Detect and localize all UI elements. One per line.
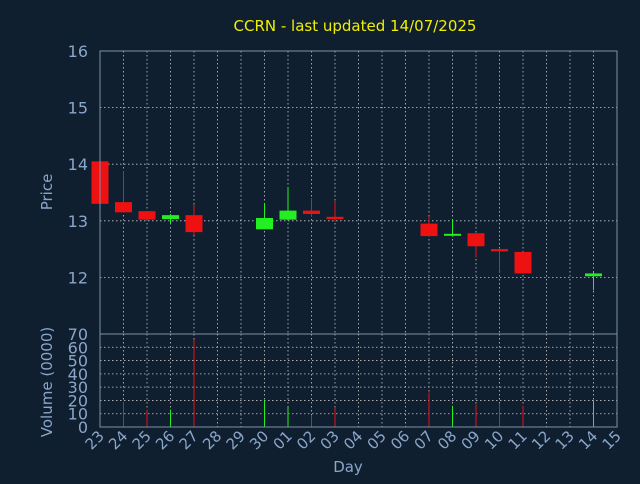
- candle-body: [420, 223, 438, 237]
- x-tick-label: 08: [434, 427, 460, 453]
- x-tick-label: 01: [270, 427, 296, 453]
- x-tick-label: 25: [129, 427, 155, 453]
- candle-body: [491, 249, 508, 252]
- volume-bars: [123, 339, 594, 427]
- volume-tick-label: 70: [68, 325, 88, 344]
- x-tick-label: 30: [246, 427, 272, 453]
- volume-tick-label: 60: [68, 338, 88, 357]
- volume-axis-label: Volume (0000): [38, 327, 56, 437]
- price-tick-labels: 12 13 14 15 16: [68, 42, 88, 287]
- x-tick-label: 27: [176, 427, 202, 453]
- price-tick-label: 13: [68, 212, 88, 231]
- price-grid: [100, 51, 617, 334]
- x-tick-label: 06: [387, 427, 413, 453]
- x-tick-label: 04: [340, 427, 366, 453]
- x-tick-label: 26: [152, 427, 178, 453]
- candle-body: [326, 216, 344, 220]
- price-tick-label: 15: [68, 99, 88, 118]
- volume-tick-label: 50: [68, 352, 88, 371]
- candle-body: [115, 202, 132, 213]
- x-tick-label: 24: [105, 427, 131, 453]
- x-tick-label: 28: [199, 427, 225, 453]
- candle-body: [514, 251, 532, 274]
- price-tick-label: 14: [68, 155, 88, 174]
- x-tick-label: 11: [505, 427, 531, 453]
- volume-tick-label: 40: [68, 365, 88, 384]
- x-tick-label: 29: [223, 427, 249, 453]
- candle-body: [279, 210, 297, 220]
- candle-body: [585, 273, 602, 277]
- volume-tick-label: 10: [68, 405, 88, 424]
- candle-body: [303, 210, 320, 215]
- volume-tick-label: 0: [78, 418, 88, 437]
- x-axis-label: Day: [333, 458, 363, 476]
- x-tick-label: 15: [599, 427, 625, 453]
- x-tick-label: 13: [552, 427, 578, 453]
- x-tick-label: 03: [317, 427, 343, 453]
- x-tick-label: 02: [293, 427, 319, 453]
- x-tick-label: 09: [458, 427, 484, 453]
- price-tick-label: 12: [68, 268, 88, 287]
- x-tick-label: 12: [528, 427, 554, 453]
- candles: [91, 161, 602, 291]
- candle-body: [185, 215, 203, 233]
- x-tick-label: 10: [481, 427, 507, 453]
- x-tick-label: 05: [364, 427, 390, 453]
- price-axis-label: Price: [38, 174, 56, 211]
- volume-tick-label: 20: [68, 391, 88, 410]
- price-tick-label: 16: [68, 42, 88, 61]
- volume-grid: [100, 334, 617, 427]
- x-tick-label: 07: [411, 427, 437, 453]
- candle-body: [138, 211, 156, 220]
- volume-panel-frame: [99, 333, 618, 428]
- candle-body: [256, 217, 273, 230]
- candle-body: [162, 215, 179, 220]
- x-tick-labels: 2324252627282930010203040506070809101112…: [82, 427, 625, 453]
- volume-tick-label: 30: [68, 378, 88, 397]
- chart-title: CCRN - last updated 14/07/2025: [234, 17, 477, 35]
- x-tick-label: 14: [575, 427, 601, 453]
- candle-body: [444, 233, 461, 236]
- candle-body: [467, 233, 485, 247]
